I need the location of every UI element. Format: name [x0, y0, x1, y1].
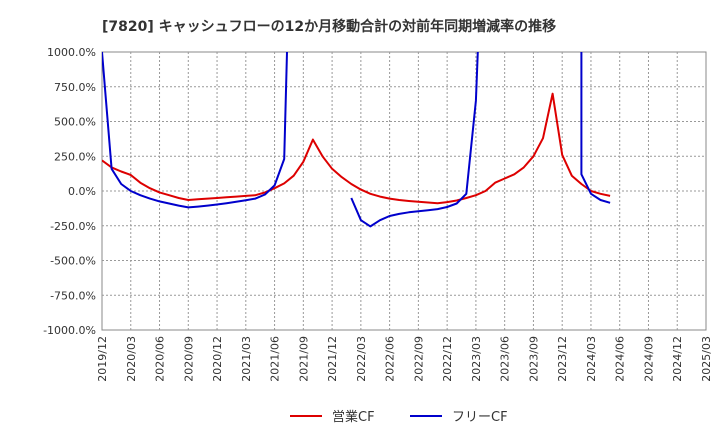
- y-tick-label: 750.0%: [54, 81, 96, 94]
- series-line-free-cf-1: [350, 51, 479, 228]
- series-line-free-cf-2: [580, 52, 611, 204]
- y-tick-label: 0.0%: [68, 185, 96, 198]
- y-tick-label: -750.0%: [50, 289, 96, 302]
- x-tick-label: 2022/12: [441, 336, 454, 382]
- x-tick-label: 2022/09: [412, 336, 425, 382]
- legend: 営業CF フリーCF: [290, 409, 508, 425]
- legend-operating-cf-label: 営業CF: [332, 409, 375, 425]
- x-tick-label: 2021/03: [240, 336, 253, 382]
- y-tick-label: 1000.0%: [47, 46, 96, 59]
- x-tick-label: 2020/09: [182, 336, 195, 382]
- y-tick-label: 250.0%: [54, 150, 96, 163]
- x-tick-label: 2025/03: [700, 336, 713, 382]
- x-tick-label: 2019/12: [96, 336, 109, 382]
- x-tick-label: 2024/09: [642, 336, 655, 382]
- x-tick-label: 2024/12: [671, 336, 684, 382]
- x-axis: 2019/12 2020/03 2020/06 2020/09 2020/12 2021/…: [96, 336, 713, 382]
- chart-title: [7820] キャッシュフローの12か月移動合計の対前年同期増減率の推移: [102, 18, 556, 35]
- series-line-operating-cf-0: [102, 92, 611, 205]
- x-tick-label: 2020/06: [154, 336, 167, 382]
- plot-area: [102, 51, 611, 228]
- x-tick-label: 2023/06: [499, 336, 512, 382]
- x-tick-label: 2023/03: [470, 336, 483, 382]
- x-tick-label: 2024/06: [614, 336, 627, 382]
- y-tick-label: -250.0%: [50, 220, 96, 233]
- x-tick-label: 2023/09: [527, 336, 540, 382]
- y-tick-label: -500.0%: [50, 255, 96, 268]
- x-tick-label: 2021/06: [269, 336, 282, 382]
- y-tick-label: -1000.0%: [43, 324, 96, 337]
- x-tick-label: 2021/09: [297, 336, 310, 382]
- x-tick-label: 2024/03: [585, 336, 598, 382]
- grid: [101, 51, 707, 331]
- y-axis: 1000.0% 750.0% 500.0% 250.0% 0.0% -250.0% -500…: [43, 46, 96, 337]
- legend-free-cf-label: フリーCF: [452, 410, 508, 425]
- x-tick-label: 2020/03: [125, 336, 138, 382]
- y-tick-label: 500.0%: [54, 116, 96, 129]
- series-line-free-cf-0: [102, 51, 288, 209]
- x-tick-label: 2023/12: [556, 336, 569, 382]
- x-tick-label: 2021/12: [326, 336, 339, 382]
- x-tick-label: 2022/06: [384, 336, 397, 382]
- x-tick-label: 2022/03: [355, 336, 368, 382]
- x-tick-label: 2020/12: [211, 336, 224, 382]
